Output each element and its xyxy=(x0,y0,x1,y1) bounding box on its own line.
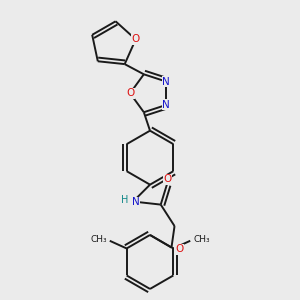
Text: CH₃: CH₃ xyxy=(193,235,210,244)
Text: CH₃: CH₃ xyxy=(90,235,107,244)
Text: O: O xyxy=(126,88,134,98)
Text: H: H xyxy=(121,195,128,205)
Text: O: O xyxy=(132,34,140,44)
Text: N: N xyxy=(162,100,170,110)
Text: N: N xyxy=(132,197,140,207)
Text: N: N xyxy=(162,76,170,86)
Text: O: O xyxy=(164,174,172,184)
Text: O: O xyxy=(175,244,183,254)
